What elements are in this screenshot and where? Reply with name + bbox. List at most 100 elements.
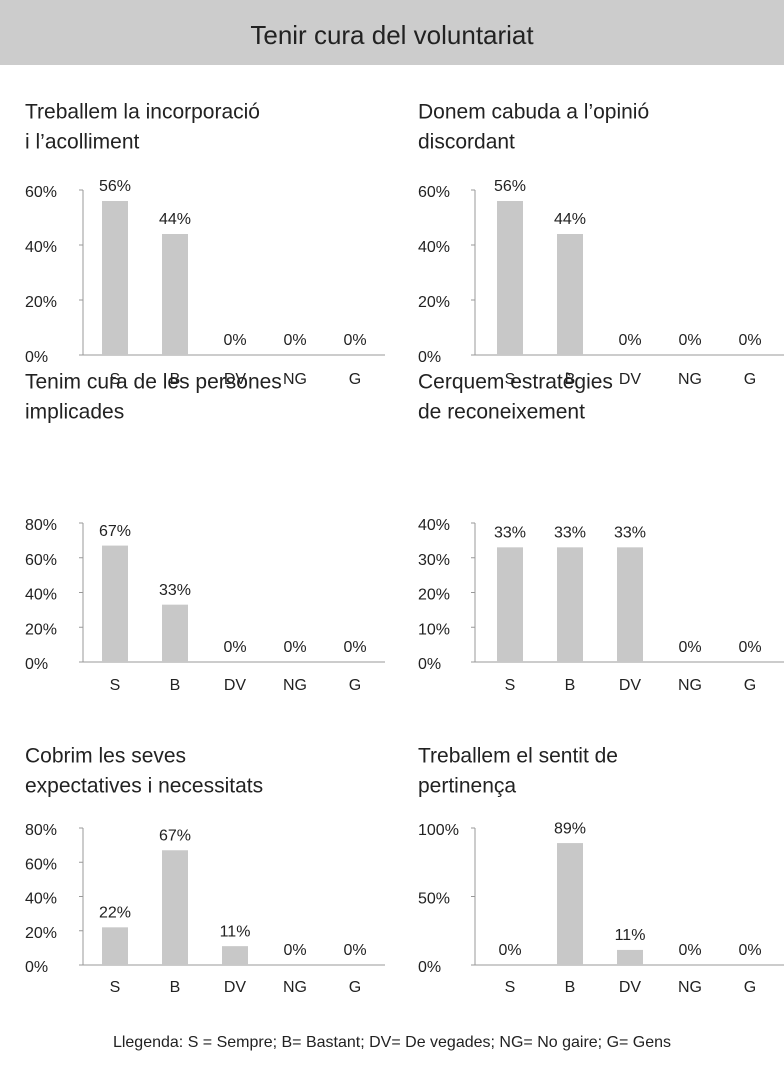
bar xyxy=(162,604,188,662)
x-tick-label: G xyxy=(349,979,361,996)
x-tick-label: G xyxy=(349,677,361,694)
header-band xyxy=(0,0,784,65)
x-tick-label: DV xyxy=(224,677,247,694)
x-tick-label: DV xyxy=(619,371,642,388)
y-tick-label: 30% xyxy=(418,552,450,569)
y-tick-label: 40% xyxy=(25,587,57,604)
y-tick-label: 20% xyxy=(418,294,450,311)
x-tick-label: NG xyxy=(678,371,702,388)
bar xyxy=(617,547,643,662)
value-label: 0% xyxy=(498,942,521,959)
value-label: 0% xyxy=(283,639,306,656)
value-label: 0% xyxy=(738,639,761,656)
x-tick-label: DV xyxy=(619,677,642,694)
x-tick-label: NG xyxy=(283,677,307,694)
x-tick-label: S xyxy=(505,677,516,694)
x-tick-label: S xyxy=(505,979,516,996)
y-tick-label: 60% xyxy=(25,184,57,201)
y-tick-label: 0% xyxy=(418,959,441,976)
chart-title: Cerquem estratègies xyxy=(418,371,613,394)
value-label: 0% xyxy=(283,332,306,349)
bar xyxy=(497,547,523,662)
bar xyxy=(102,927,128,965)
value-label: 0% xyxy=(738,332,761,349)
chart-title: Treballem la incorporació xyxy=(25,101,260,124)
value-label: 11% xyxy=(220,923,251,940)
x-tick-label: B xyxy=(170,677,181,694)
value-label: 56% xyxy=(494,178,526,195)
legend: Llegenda: S = Sempre; B= Bastant; DV= De… xyxy=(113,1034,671,1051)
y-tick-label: 40% xyxy=(25,239,57,256)
y-tick-label: 0% xyxy=(25,959,48,976)
x-tick-label: B xyxy=(170,979,181,996)
value-label: 0% xyxy=(738,942,761,959)
y-tick-label: 0% xyxy=(25,656,48,673)
bar xyxy=(557,547,583,662)
value-label: 0% xyxy=(223,639,246,656)
value-label: 67% xyxy=(99,523,131,540)
bar xyxy=(557,234,583,355)
y-tick-label: 60% xyxy=(418,184,450,201)
x-tick-label: G xyxy=(349,371,361,388)
y-tick-label: 60% xyxy=(25,856,57,873)
bar xyxy=(162,234,188,355)
chart-title: Cobrim les seves xyxy=(25,745,186,768)
bar xyxy=(102,545,128,662)
value-label: 33% xyxy=(494,525,526,542)
x-tick-label: NG xyxy=(283,371,307,388)
x-tick-label: G xyxy=(744,371,756,388)
bar xyxy=(102,201,128,355)
value-label: 0% xyxy=(678,639,701,656)
x-tick-label: B xyxy=(565,371,576,388)
bar xyxy=(222,946,248,965)
value-label: 89% xyxy=(554,820,586,837)
x-tick-label: G xyxy=(744,677,756,694)
y-tick-label: 40% xyxy=(25,891,57,908)
y-tick-label: 80% xyxy=(25,822,57,839)
value-label: 33% xyxy=(554,525,586,542)
value-label: 0% xyxy=(343,639,366,656)
y-tick-label: 20% xyxy=(25,621,57,638)
chart-title: i l’acolliment xyxy=(25,131,140,154)
y-tick-label: 40% xyxy=(418,517,450,534)
value-label: 33% xyxy=(159,582,191,599)
value-label: 44% xyxy=(554,211,586,228)
y-tick-label: 50% xyxy=(418,891,450,908)
x-tick-label: B xyxy=(565,677,576,694)
chart-title: Donem cabuda a l’opinió xyxy=(418,101,649,124)
bar xyxy=(617,949,643,965)
x-tick-label: DV xyxy=(619,979,642,996)
bar xyxy=(497,201,523,355)
value-label: 33% xyxy=(614,525,646,542)
x-tick-label: S xyxy=(110,677,121,694)
value-label: 67% xyxy=(159,827,191,844)
x-tick-label: S xyxy=(505,371,516,388)
x-tick-label: B xyxy=(170,371,181,388)
chart-title: implicades xyxy=(25,401,124,424)
y-tick-label: 0% xyxy=(418,349,441,366)
y-tick-label: 0% xyxy=(418,656,441,673)
y-tick-label: 80% xyxy=(25,517,57,534)
x-tick-label: S xyxy=(110,979,121,996)
x-tick-label: S xyxy=(110,371,121,388)
x-tick-label: B xyxy=(565,979,576,996)
y-tick-label: 0% xyxy=(25,349,48,366)
bar xyxy=(557,843,583,965)
chart-title: Tenim cura de les persones xyxy=(25,371,282,394)
chart-title: de reconeixement xyxy=(418,401,585,424)
value-label: 0% xyxy=(618,332,641,349)
chart-title: discordant xyxy=(418,131,515,154)
chart-title: Treballem el sentit de xyxy=(418,745,618,768)
x-tick-label: DV xyxy=(224,979,247,996)
header-title: Tenir cura del voluntariat xyxy=(250,20,534,50)
y-tick-label: 10% xyxy=(418,621,450,638)
value-label: 0% xyxy=(343,942,366,959)
x-tick-label: G xyxy=(744,979,756,996)
value-label: 11% xyxy=(615,927,646,944)
x-tick-label: NG xyxy=(283,979,307,996)
y-tick-label: 20% xyxy=(25,294,57,311)
bar xyxy=(162,850,188,965)
value-label: 0% xyxy=(678,942,701,959)
value-label: 44% xyxy=(159,211,191,228)
